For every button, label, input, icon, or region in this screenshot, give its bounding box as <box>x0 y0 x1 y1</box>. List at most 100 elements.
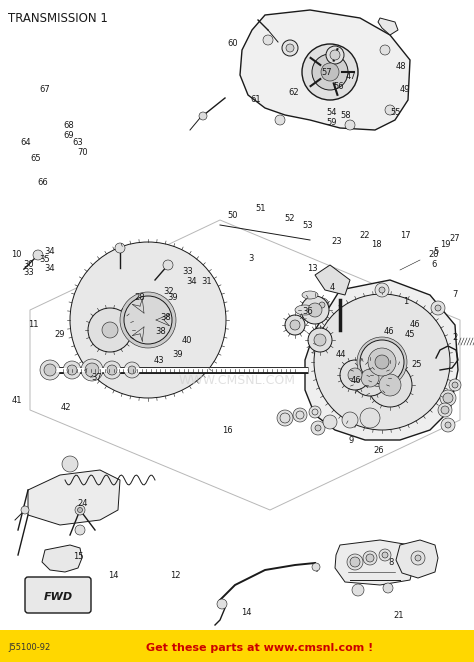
Text: 63: 63 <box>73 138 83 147</box>
Text: 24: 24 <box>78 498 88 508</box>
Text: 55: 55 <box>391 108 401 117</box>
Circle shape <box>128 366 136 374</box>
Text: 34: 34 <box>45 263 55 273</box>
Circle shape <box>263 35 273 45</box>
Circle shape <box>75 525 85 535</box>
Text: 46: 46 <box>383 326 394 336</box>
Text: 68: 68 <box>64 121 74 130</box>
Text: 50: 50 <box>227 211 237 220</box>
Text: 17: 17 <box>400 230 410 240</box>
Circle shape <box>379 549 391 561</box>
Circle shape <box>340 360 370 390</box>
Circle shape <box>326 46 344 64</box>
Circle shape <box>103 361 121 379</box>
Text: 64: 64 <box>21 138 31 147</box>
Text: 70: 70 <box>78 148 88 157</box>
Circle shape <box>368 348 396 376</box>
Text: 9: 9 <box>348 436 354 445</box>
Text: 12: 12 <box>170 571 181 581</box>
Polygon shape <box>240 10 410 130</box>
Text: 67: 67 <box>40 85 50 94</box>
Circle shape <box>309 406 321 418</box>
Text: TRANSMISSION 1: TRANSMISSION 1 <box>8 12 108 25</box>
Circle shape <box>277 410 293 426</box>
Circle shape <box>375 283 389 297</box>
Text: 11: 11 <box>28 320 38 329</box>
Text: 14: 14 <box>109 571 119 581</box>
Text: 21: 21 <box>393 611 403 620</box>
Text: 16: 16 <box>222 426 233 435</box>
Circle shape <box>301 296 329 324</box>
Circle shape <box>382 552 388 558</box>
Circle shape <box>296 411 304 419</box>
Text: 27: 27 <box>450 234 460 243</box>
Circle shape <box>312 409 318 415</box>
Circle shape <box>383 583 393 593</box>
Circle shape <box>308 328 332 352</box>
Text: 3: 3 <box>248 254 254 263</box>
Text: 32: 32 <box>163 287 173 296</box>
Text: 57: 57 <box>322 68 332 77</box>
Circle shape <box>452 382 458 388</box>
Circle shape <box>375 355 389 369</box>
Text: 39: 39 <box>173 350 183 359</box>
Circle shape <box>348 368 362 382</box>
Circle shape <box>380 45 390 55</box>
Text: 30: 30 <box>23 260 34 269</box>
Text: 46: 46 <box>350 376 361 385</box>
Text: 36: 36 <box>303 307 313 316</box>
Circle shape <box>312 563 320 571</box>
Text: 52: 52 <box>284 214 294 223</box>
FancyBboxPatch shape <box>25 577 91 613</box>
Circle shape <box>312 54 348 90</box>
Circle shape <box>350 557 360 567</box>
Text: 2: 2 <box>452 333 458 342</box>
Text: 19: 19 <box>440 240 451 250</box>
Circle shape <box>438 403 452 417</box>
Circle shape <box>70 242 226 398</box>
Text: 46: 46 <box>410 320 420 329</box>
Circle shape <box>330 50 340 60</box>
Polygon shape <box>396 540 438 578</box>
Text: 33: 33 <box>23 268 34 277</box>
Circle shape <box>33 250 43 260</box>
Circle shape <box>314 334 326 346</box>
Text: 34: 34 <box>187 277 197 286</box>
Circle shape <box>321 63 339 81</box>
Text: 59: 59 <box>327 118 337 127</box>
Text: 48: 48 <box>395 62 406 71</box>
Circle shape <box>323 415 337 429</box>
Text: 49: 49 <box>400 85 410 94</box>
Circle shape <box>315 298 329 312</box>
Circle shape <box>311 421 325 435</box>
Text: 35: 35 <box>40 255 50 264</box>
Text: 60: 60 <box>227 38 237 48</box>
Circle shape <box>357 337 407 387</box>
Circle shape <box>361 369 379 387</box>
Text: 22: 22 <box>360 230 370 240</box>
Circle shape <box>441 406 449 414</box>
Circle shape <box>385 105 395 115</box>
Circle shape <box>120 292 176 348</box>
Circle shape <box>285 315 305 335</box>
Circle shape <box>441 418 455 432</box>
Circle shape <box>290 320 300 330</box>
Polygon shape <box>28 470 120 525</box>
Text: 13: 13 <box>308 263 318 273</box>
Circle shape <box>360 340 404 384</box>
Circle shape <box>366 554 374 562</box>
Circle shape <box>199 112 207 120</box>
Text: 45: 45 <box>405 330 415 339</box>
Text: 5: 5 <box>433 247 439 256</box>
Circle shape <box>342 412 358 428</box>
Circle shape <box>115 243 125 253</box>
Text: 37: 37 <box>92 373 102 382</box>
Text: 42: 42 <box>61 402 72 412</box>
Text: 39: 39 <box>168 293 178 303</box>
Text: 41: 41 <box>11 396 22 405</box>
Circle shape <box>124 362 140 378</box>
Text: 8: 8 <box>388 558 394 567</box>
Text: 33: 33 <box>182 267 192 276</box>
Polygon shape <box>305 280 458 440</box>
Text: 31: 31 <box>201 277 211 286</box>
